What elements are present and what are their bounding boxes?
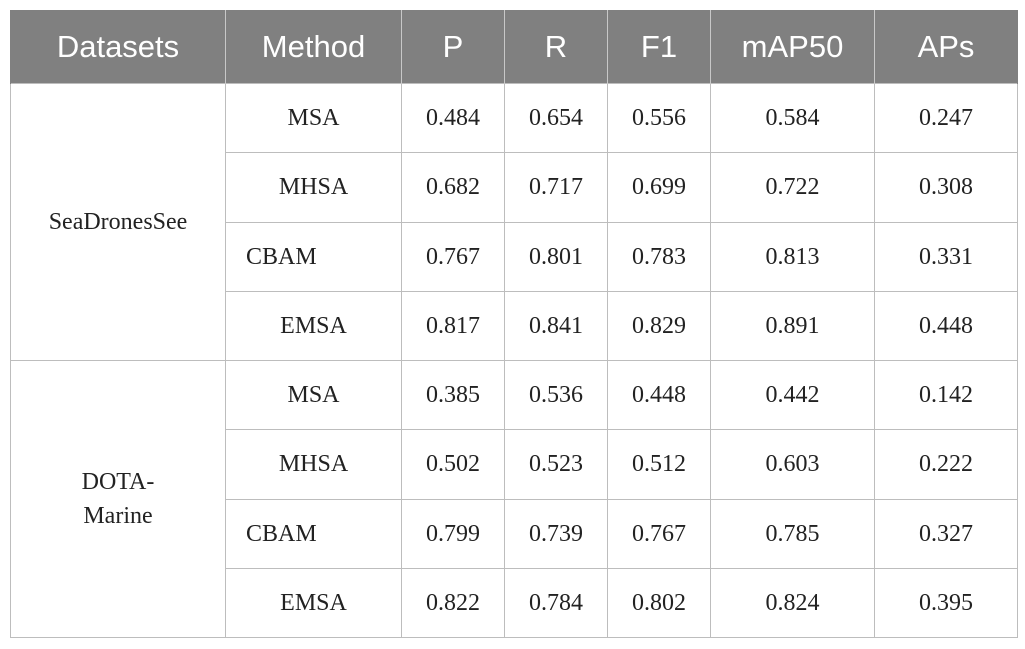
method-cell: MHSA (225, 429, 402, 500)
aps-cell: 0.327 (874, 498, 1018, 569)
table-row: CBAM 0.799 0.739 0.767 0.785 0.327 (11, 498, 1018, 569)
method-cell: MSA (225, 359, 402, 431)
table-row: MHSA 0.502 0.523 0.512 0.603 0.222 (11, 429, 1018, 500)
map50-cell: 0.813 (710, 221, 875, 292)
r-cell: 0.717 (504, 152, 608, 223)
aps-cell: 0.308 (874, 152, 1018, 223)
header-map50: mAP50 (710, 10, 875, 84)
table-header: Datasets Method P R F1 mAP50 APs (10, 10, 1018, 84)
f1-cell: 0.767 (607, 498, 711, 569)
f1-cell: 0.448 (607, 359, 711, 431)
p-cell: 0.799 (401, 498, 505, 569)
p-cell: 0.502 (401, 429, 505, 500)
header-r: R (504, 10, 608, 84)
method-cell: CBAM (225, 221, 402, 292)
dataset-label-line: DOTA- (81, 469, 155, 495)
map50-cell: 0.584 (710, 82, 875, 154)
method-cell: CBAM (225, 498, 402, 569)
table-row: DOTA- Marine MSA 0.385 0.536 0.448 0.442… (10, 359, 1018, 638)
r-cell: 0.523 (504, 429, 608, 500)
f1-cell: 0.802 (607, 567, 711, 639)
header-aps: APs (874, 10, 1018, 84)
map50-cell: 0.442 (710, 359, 875, 431)
map50-cell: 0.824 (710, 567, 875, 639)
map50-cell: 0.891 (710, 290, 875, 362)
results-table: Datasets Method P R F1 mAP50 APs SeaDron… (10, 10, 1018, 639)
p-cell: 0.385 (401, 359, 505, 431)
p-cell: 0.682 (401, 152, 505, 223)
method-cell: MHSA (225, 152, 402, 223)
table-body: SeaDronesSee MSA 0.484 0.654 0.556 0.584… (10, 82, 1018, 639)
table-row: EMSA 0.822 0.784 0.802 0.824 0.395 (11, 567, 1018, 639)
dataset-cell-seadronessee: SeaDronesSee (10, 83, 226, 361)
map50-cell: 0.722 (710, 152, 875, 223)
f1-cell: 0.699 (607, 152, 711, 223)
header-datasets: Datasets (10, 10, 226, 84)
header-row: Datasets Method P R F1 mAP50 APs (10, 10, 1018, 84)
method-cell: MSA (225, 82, 402, 154)
r-cell: 0.841 (504, 290, 608, 362)
aps-cell: 0.247 (874, 82, 1018, 154)
table-row: SeaDronesSee MSA 0.484 0.654 0.556 0.584… (10, 82, 1018, 361)
header-p: P (401, 10, 505, 84)
map50-cell: 0.603 (710, 429, 875, 500)
method-cell: EMSA (225, 567, 402, 639)
aps-cell: 0.142 (874, 359, 1018, 431)
header-method: Method (225, 10, 402, 84)
method-cell: EMSA (225, 290, 402, 362)
f1-cell: 0.829 (607, 290, 711, 362)
table-row: EMSA 0.817 0.841 0.829 0.891 0.448 (11, 290, 1018, 362)
dataset-cell-dota-marine: DOTA- Marine (10, 360, 226, 638)
map50-cell: 0.785 (710, 498, 875, 569)
table-row: CBAM 0.767 0.801 0.783 0.813 0.331 (11, 221, 1018, 292)
r-cell: 0.654 (504, 82, 608, 154)
aps-cell: 0.222 (874, 429, 1018, 500)
p-cell: 0.817 (401, 290, 505, 362)
f1-cell: 0.783 (607, 221, 711, 292)
r-cell: 0.801 (504, 221, 608, 292)
aps-cell: 0.395 (874, 567, 1018, 639)
header-f1: F1 (607, 10, 711, 84)
r-cell: 0.739 (504, 498, 608, 569)
p-cell: 0.822 (401, 567, 505, 639)
r-cell: 0.784 (504, 567, 608, 639)
f1-cell: 0.556 (607, 82, 711, 154)
aps-cell: 0.448 (874, 290, 1018, 362)
p-cell: 0.484 (401, 82, 505, 154)
p-cell: 0.767 (401, 221, 505, 292)
f1-cell: 0.512 (607, 429, 711, 500)
r-cell: 0.536 (504, 359, 608, 431)
dataset-label-line: Marine (83, 503, 153, 529)
aps-cell: 0.331 (874, 221, 1018, 292)
